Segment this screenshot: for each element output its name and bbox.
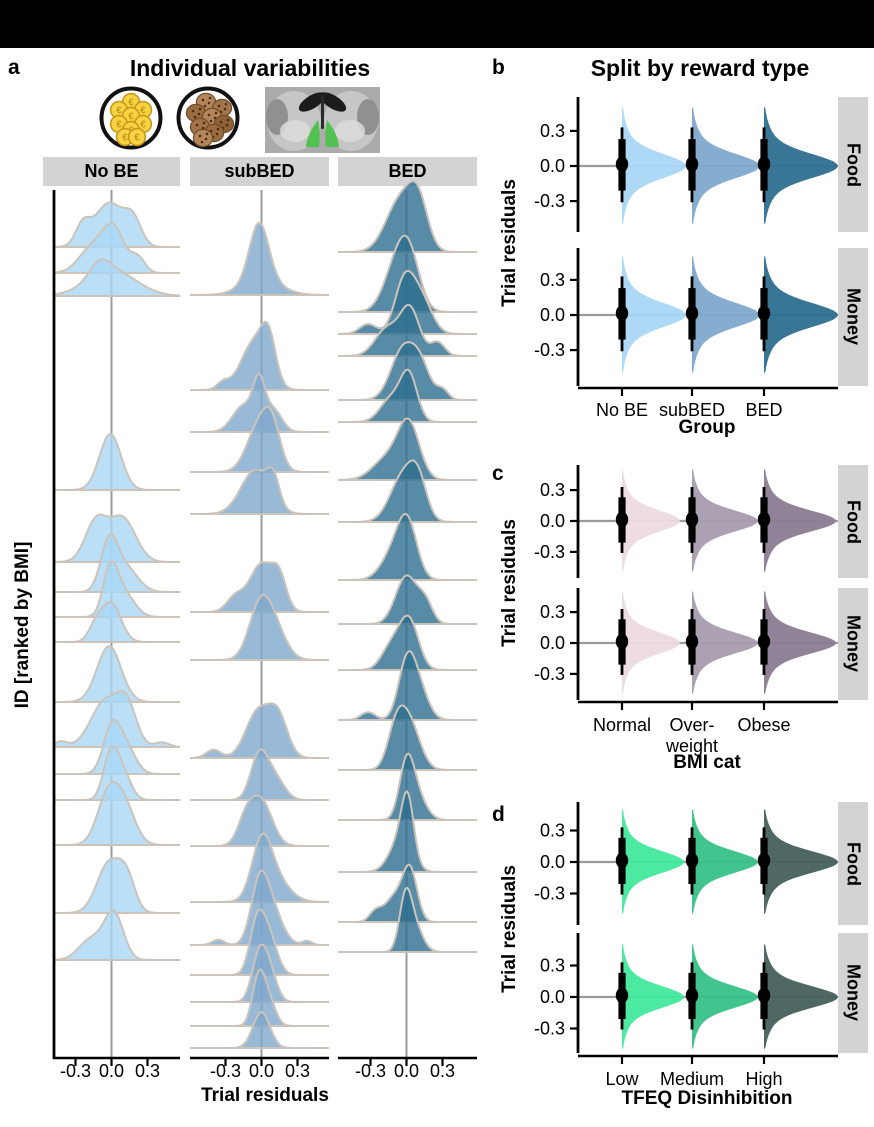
- facet-strip-b-food: Food: [838, 97, 868, 232]
- svg-text:0.3: 0.3: [430, 1061, 455, 1081]
- top-black-bar: [0, 0, 874, 48]
- svg-text:Low: Low: [605, 1069, 639, 1089]
- panel-a-x-axis-label: Trial residuals: [201, 1085, 329, 1106]
- svg-text:0.3: 0.3: [540, 121, 565, 141]
- svg-text:€: €: [140, 120, 146, 131]
- svg-text:€: €: [116, 120, 122, 131]
- euro-coins: €€€€€€€€€: [109, 92, 153, 147]
- panel-a-title: Individual variabilities: [129, 55, 371, 81]
- svg-text:€: €: [128, 112, 134, 123]
- cookies: [185, 92, 235, 148]
- svg-text:0.0: 0.0: [540, 987, 565, 1007]
- ventricles: [298, 92, 347, 129]
- svg-text:-0.3: -0.3: [534, 664, 565, 684]
- svg-text:0.3: 0.3: [285, 1061, 310, 1081]
- panel-c-letter: c: [492, 462, 504, 485]
- panel-a-letter: a: [8, 56, 20, 79]
- panel-b-title: Split by reward type: [590, 55, 810, 81]
- svg-text:0.3: 0.3: [540, 821, 565, 841]
- facet-strip-d-food: Food: [838, 802, 868, 925]
- violin-Medium: [692, 944, 758, 1050]
- violin-Medium: [692, 809, 758, 915]
- violin-subBED: [692, 256, 760, 374]
- panel-b-x-axis-label: Group: [678, 417, 736, 438]
- svg-text:-0.3: -0.3: [355, 1061, 386, 1081]
- violin-Obese: [764, 591, 836, 695]
- brain-reward-region-icon: [265, 87, 380, 153]
- facet-strip-nobe: No BE: [43, 157, 180, 186]
- svg-text:0.3: 0.3: [540, 270, 565, 290]
- svg-text:€: €: [128, 98, 134, 109]
- svg-text:weight: weight: [665, 736, 718, 756]
- svg-text:0.3: 0.3: [540, 480, 565, 500]
- svg-text:0.0: 0.0: [540, 633, 565, 653]
- svg-text:-0.3: -0.3: [210, 1061, 241, 1081]
- svg-text:€: €: [122, 133, 128, 144]
- facet-strip-d-money: Money: [838, 933, 868, 1053]
- violin-High: [764, 944, 838, 1050]
- svg-text:0.0: 0.0: [394, 1061, 419, 1081]
- ridges-No BE: [53, 201, 180, 961]
- svg-text:0.3: 0.3: [135, 1061, 160, 1081]
- svg-text:0.0: 0.0: [540, 305, 565, 325]
- facet-strip-c-food: Food: [838, 465, 868, 578]
- panel-d-x-axis-label: TFEQ Disinhibition: [621, 1088, 793, 1109]
- svg-text:subBED: subBED: [659, 400, 725, 420]
- svg-text:-0.3: -0.3: [534, 191, 565, 211]
- panel-b-letter: b: [492, 56, 505, 79]
- violin-No BE: [622, 256, 686, 374]
- violin-Low: [622, 944, 684, 1050]
- violin-Normal: [622, 469, 680, 573]
- svg-text:0.3: 0.3: [540, 956, 565, 976]
- svg-text:-0.3: -0.3: [534, 1019, 565, 1039]
- panel-d-letter: d: [492, 803, 505, 826]
- svg-text:€: €: [116, 106, 122, 117]
- svg-text:€: €: [134, 133, 140, 144]
- violin-Over-weight: [692, 469, 758, 573]
- violin-Over-weight: [692, 591, 758, 695]
- svg-text:-0.3: -0.3: [534, 542, 565, 562]
- ridges-subBED: [190, 221, 329, 1049]
- svg-text:0.0: 0.0: [249, 1061, 274, 1081]
- svg-text:-0.3: -0.3: [534, 884, 565, 904]
- svg-text:Normal: Normal: [593, 715, 651, 735]
- violin-Normal: [622, 591, 680, 695]
- violin-No BE: [622, 107, 686, 225]
- svg-text:Medium: Medium: [660, 1069, 724, 1089]
- violin-Obese: [764, 469, 836, 573]
- panel-c-x-axis-label: BMI cat: [673, 752, 741, 773]
- facet-strip-bed: BED: [338, 157, 477, 186]
- svg-text:0.0: 0.0: [99, 1061, 124, 1081]
- svg-text:€: €: [140, 106, 146, 117]
- svg-text:Obese: Obese: [737, 715, 790, 735]
- facet-strip-b-money: Money: [838, 248, 868, 386]
- svg-text:-0.3: -0.3: [60, 1061, 91, 1081]
- svg-text:High: High: [745, 1069, 782, 1089]
- violin-High: [764, 809, 838, 915]
- svg-text:Over-: Over-: [670, 715, 715, 735]
- svg-text:0.0: 0.0: [540, 511, 565, 531]
- facet-strip-subbed: subBED: [190, 157, 329, 186]
- svg-text:BED: BED: [745, 400, 782, 420]
- violin-BED: [764, 107, 838, 225]
- violin-BED: [764, 256, 838, 374]
- ventral-striatum-roi: [306, 120, 339, 147]
- svg-text:0.3: 0.3: [540, 602, 565, 622]
- svg-text:-0.3: -0.3: [534, 340, 565, 360]
- food-reward-icon: [176, 86, 240, 150]
- facet-strip-c-money: Money: [838, 588, 868, 700]
- money-reward-icon: €€€€€€€€€: [99, 86, 163, 150]
- violin-subBED: [692, 107, 760, 225]
- svg-text:0.0: 0.0: [540, 156, 565, 176]
- svg-text:0.0: 0.0: [540, 852, 565, 872]
- svg-text:No BE: No BE: [596, 400, 648, 420]
- violin-Low: [622, 809, 684, 915]
- ridges-BED: [338, 180, 477, 953]
